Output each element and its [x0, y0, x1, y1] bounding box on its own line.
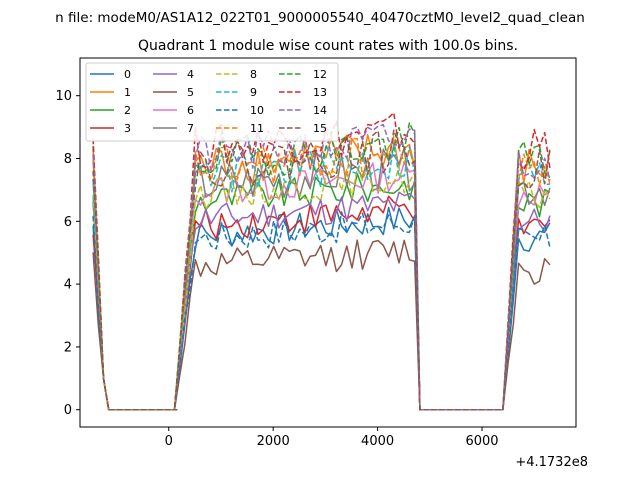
legend-label: 3 — [124, 122, 131, 135]
legend-label: 7 — [187, 122, 194, 135]
legend-label: 5 — [187, 86, 194, 99]
figure-suptitle: n file: modeM0/AS1A12_022T01_9000005540_… — [55, 10, 585, 26]
series-line-15 — [92, 129, 551, 411]
legend-label: 1 — [124, 86, 131, 99]
x-tick-label: 6000 — [465, 434, 498, 449]
y-tick-label: 0 — [64, 403, 72, 418]
y-tick-label: 6 — [64, 215, 72, 230]
plot-frame — [79, 57, 577, 428]
series-line-13 — [92, 112, 551, 411]
legend-label: 15 — [313, 122, 327, 135]
x-tick-label: 2000 — [257, 434, 290, 449]
y-tick-label: 8 — [64, 152, 72, 167]
y-axis: 0 2 4 6 8 10 — [55, 89, 80, 418]
legend-label: 10 — [250, 104, 264, 117]
legend-label: 6 — [187, 104, 194, 117]
legend-label: 14 — [313, 104, 327, 117]
legend-label: 4 — [187, 68, 194, 81]
chart-title: Quadrant 1 module wise count rates with … — [138, 38, 518, 54]
x-tick-label: 4000 — [361, 434, 394, 449]
y-tick-label: 10 — [55, 89, 72, 104]
x-tick-label: 0 — [165, 434, 173, 449]
legend-label: 2 — [124, 104, 131, 117]
legend-box — [85, 62, 339, 142]
x-offset-label: +4.1732e8 — [515, 455, 588, 470]
series-layer — [92, 112, 551, 411]
legend-label: 8 — [250, 68, 257, 81]
legend-label: 13 — [313, 86, 327, 99]
x-axis: 0 2000 4000 6000 — [165, 427, 499, 449]
legend-label: 9 — [250, 86, 257, 99]
legend-label: 0 — [124, 68, 131, 81]
y-tick-label: 2 — [64, 340, 72, 355]
legend-label: 11 — [250, 122, 264, 135]
legend-label: 12 — [313, 68, 327, 81]
y-tick-label: 4 — [64, 278, 72, 293]
